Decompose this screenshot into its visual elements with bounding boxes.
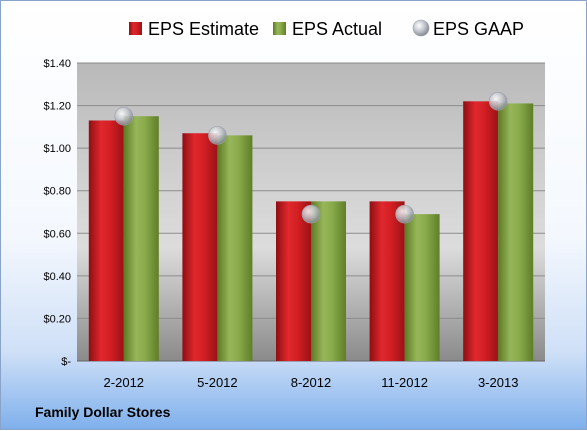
legend-label: EPS Actual (292, 19, 382, 39)
legend-swatch (412, 19, 430, 37)
y-tick-label: $- (61, 356, 71, 368)
y-axis-tick-labels: $- $0.20 $0.40 $0.60 $0.80 $1.00 $1.20 $1.40 (43, 58, 71, 368)
marker-eps-gaap (488, 92, 508, 111)
bar-eps-actual (404, 214, 440, 361)
x-category-label: 8-2012 (291, 375, 331, 390)
y-tick-label: $1.40 (43, 58, 71, 70)
y-tick-label: $1.00 (43, 143, 71, 155)
y-tick-label: $0.60 (43, 228, 71, 240)
company-label: Family Dollar Stores (35, 404, 171, 420)
legend-swatch (273, 22, 286, 35)
gaap-markers (114, 92, 508, 224)
bar-eps-actual (498, 103, 534, 361)
bar-eps-estimate (88, 120, 124, 361)
y-tick-label: $0.80 (43, 186, 71, 198)
bar-eps-estimate (463, 101, 499, 362)
legend-item: EPS Estimate (129, 19, 259, 39)
marker-eps-gaap (395, 204, 414, 224)
legend-item: EPS Actual (273, 19, 382, 39)
bars (88, 101, 534, 362)
y-tick-label: $0.40 (43, 271, 71, 283)
bar-eps-estimate (182, 133, 218, 361)
legend-item: EPS GAAP (412, 19, 524, 39)
bar-eps-estimate (369, 201, 405, 361)
x-axis-category-labels: 2-2012 5-2012 8-2012 11-2012 3-2013 (104, 375, 519, 390)
y-tick-label: $1.20 (43, 101, 71, 113)
x-category-label: 3-2013 (478, 375, 518, 390)
bar-eps-actual (311, 201, 346, 361)
marker-eps-gaap (114, 106, 134, 126)
legend-label: EPS Estimate (148, 19, 259, 39)
legend-label: EPS GAAP (433, 19, 524, 39)
marker-eps-gaap (208, 126, 227, 145)
x-category-label: 11-2012 (381, 375, 428, 390)
bar-eps-estimate (276, 201, 311, 361)
legend: EPS Estimate EPS Actual EPS GAAP (129, 19, 524, 39)
x-category-label: 2-2012 (104, 375, 144, 390)
legend-swatch (129, 22, 142, 35)
y-tick-label: $0.20 (43, 313, 71, 325)
x-category-label: 5-2012 (197, 375, 237, 390)
marker-eps-gaap (301, 204, 321, 224)
bar-eps-actual (217, 135, 253, 361)
bar-eps-actual (123, 116, 159, 361)
